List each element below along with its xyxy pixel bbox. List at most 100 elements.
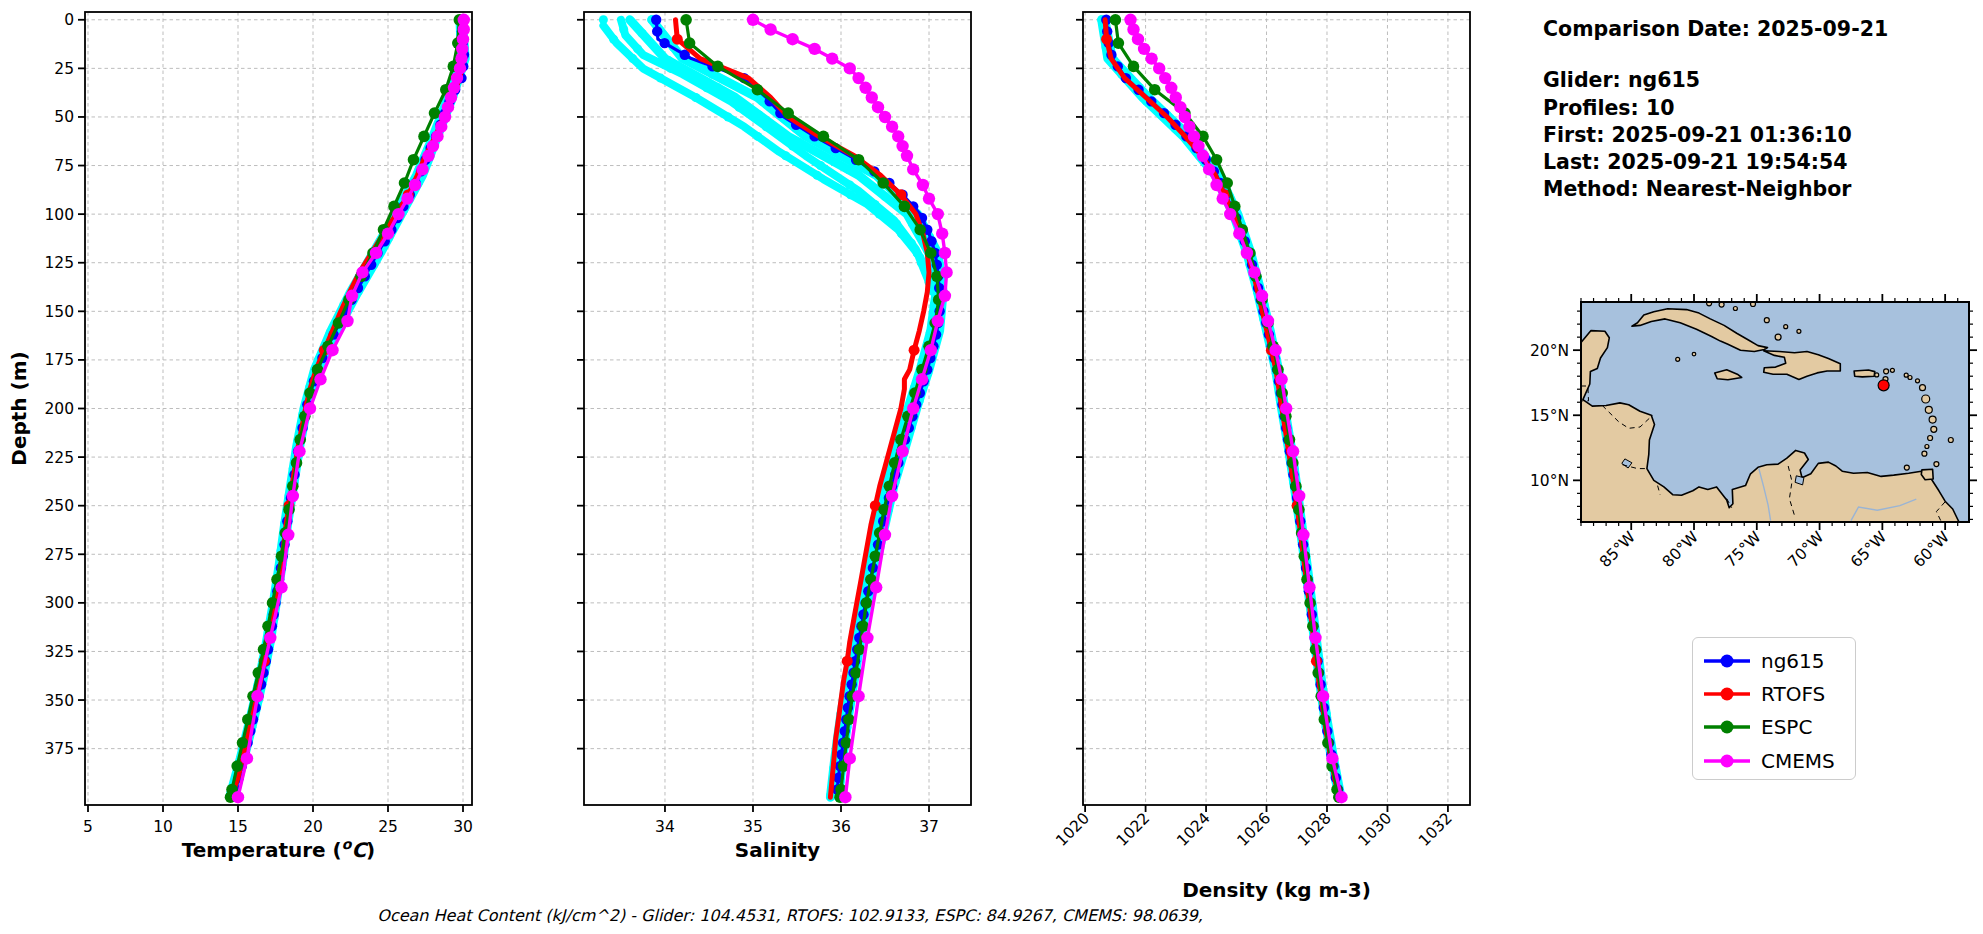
x-tick-label: 30 <box>453 818 473 836</box>
x-tick-label: 20 <box>303 818 323 836</box>
x-tick-label: 37 <box>919 818 939 836</box>
x-axis-label: Temperature (oC) <box>182 836 375 862</box>
map-island <box>1948 438 1953 443</box>
profiles-count: Profiles: 10 <box>1543 95 1888 122</box>
map-lat-label: 20°N <box>1530 342 1569 360</box>
legend-label: ESPC <box>1761 715 1812 739</box>
map-lon-label: 65°W <box>1847 528 1890 571</box>
x-tick-label: 1024 <box>1173 809 1214 850</box>
map-lat-label: 10°N <box>1530 472 1569 490</box>
comparison-date: Comparison Date: 2025-09-21 <box>1543 16 1888 43</box>
series-profiles-raw-b <box>1103 20 1345 800</box>
series-profiles-raw-a <box>1097 15 1340 797</box>
series-ng615 <box>1101 15 1343 798</box>
map-inset: 85°W 80°W 75°W 70°W 65°W 60°W 20°N 15°N 10°N <box>1530 294 1977 571</box>
density-profile-plot: 1020 1022 1024 1026 1028 1030 1032 Density (kg … <box>1052 12 1470 902</box>
ocean-heat-content-note: Ocean Heat Content (kJ/cm^2) - Glider: 1… <box>377 906 1202 925</box>
x-tick-label: 1030 <box>1355 809 1396 850</box>
y-tick-label: 175 <box>44 351 74 369</box>
y-tick-label: 75 <box>54 157 74 175</box>
y-tick-label: 325 <box>44 643 74 661</box>
y-tick-label: 150 <box>44 303 74 321</box>
legend: ng615 RTOFS ESPC CMEMS <box>1692 637 1856 780</box>
x-tick-label: 1022 <box>1113 809 1154 850</box>
glider-location-dot <box>1878 380 1889 391</box>
y-tick-label: 125 <box>44 254 74 272</box>
x-tick-label: 5 <box>83 818 93 836</box>
legend-line-marker <box>1703 686 1751 702</box>
map-land <box>1854 370 1875 377</box>
grid <box>1083 12 1470 805</box>
map-island <box>1775 334 1781 340</box>
map-island <box>1733 307 1737 311</box>
map-island <box>1928 436 1933 441</box>
y-tick-label: 350 <box>44 692 74 710</box>
y-tick-label: 225 <box>44 449 74 467</box>
map-lat-label: 15°N <box>1530 407 1569 425</box>
map-island <box>1931 426 1937 432</box>
map-island <box>1676 357 1680 361</box>
y-tick-label: 100 <box>44 206 74 224</box>
x-axis-label: Density (kg m-3) <box>1182 878 1371 902</box>
legend-line-marker <box>1703 719 1751 735</box>
map-lon-label: 80°W <box>1659 528 1702 571</box>
legend-label: ng615 <box>1761 649 1825 673</box>
map-island <box>1797 329 1801 333</box>
map-island <box>1916 379 1920 383</box>
first-profile-time: First: 2025-09-21 01:36:10 <box>1543 122 1888 149</box>
ticks: 1020 1022 1024 1026 1028 1030 1032 <box>1052 20 1455 850</box>
y-tick-label: 275 <box>44 546 74 564</box>
x-tick-label: 35 <box>743 818 763 836</box>
last-profile-time: Last: 2025-09-21 19:54:54 <box>1543 149 1888 176</box>
map-island <box>1922 395 1930 403</box>
legend-item-espc: ESPC <box>1703 711 1855 744</box>
map-island <box>1925 445 1929 449</box>
y-tick-label: 250 <box>44 497 74 515</box>
map-lon-label: 75°W <box>1722 528 1765 571</box>
map-island <box>1875 373 1879 377</box>
legend-item-rtofs: RTOFS <box>1703 677 1855 710</box>
map-island <box>1934 462 1939 467</box>
legend-item-cmems: CMEMS <box>1703 744 1855 777</box>
map-land <box>1921 469 1933 479</box>
x-tick-label: 1028 <box>1294 809 1335 850</box>
y-tick-label: 25 <box>54 60 74 78</box>
map-lon-label: 70°W <box>1784 528 1827 571</box>
x-tick-label: 25 <box>378 818 398 836</box>
y-axis-label: Depth (m) <box>7 351 31 465</box>
map-island <box>1929 416 1936 423</box>
method: Method: Nearest-Neighbor <box>1543 176 1888 203</box>
figure: 5101520253002550751001251501752002252502… <box>0 0 1983 934</box>
x-tick-label: 10 <box>153 818 173 836</box>
y-tick-label: 200 <box>44 400 74 418</box>
glider-name: Glider: ng615 <box>1543 67 1888 94</box>
map-island <box>1904 465 1909 470</box>
ticks: 34 35 36 37 <box>577 20 939 836</box>
map-island <box>1884 369 1889 374</box>
map-island <box>1920 385 1926 391</box>
map-island <box>1784 325 1788 329</box>
y-tick-label: 0 <box>64 11 74 29</box>
map-island <box>1925 406 1932 413</box>
x-axis-label: Salinity <box>735 838 820 862</box>
legend-label: RTOFS <box>1761 682 1825 706</box>
salinity-profile-plot: 34 35 36 37 Salinity <box>577 12 971 862</box>
grid <box>85 12 472 805</box>
legend-label: CMEMS <box>1761 749 1835 773</box>
y-tick-label: 300 <box>44 594 74 612</box>
map-island <box>1908 376 1912 380</box>
legend-item-ng615: ng615 <box>1703 644 1855 677</box>
x-tick-label: 1020 <box>1052 809 1093 850</box>
y-tick-label: 375 <box>44 740 74 758</box>
map-lon-label: 85°W <box>1596 528 1639 571</box>
x-tick-label: 36 <box>831 818 851 836</box>
map-lon-label: 60°W <box>1910 528 1953 571</box>
x-tick-label: 1032 <box>1415 809 1456 850</box>
map-island <box>1764 318 1769 323</box>
x-tick-label: 1026 <box>1234 809 1275 850</box>
x-tick-label: 15 <box>228 818 248 836</box>
map-island <box>1922 451 1927 456</box>
x-tick-label: 34 <box>655 818 675 836</box>
map-island <box>1692 352 1696 356</box>
legend-line-marker <box>1703 753 1751 769</box>
